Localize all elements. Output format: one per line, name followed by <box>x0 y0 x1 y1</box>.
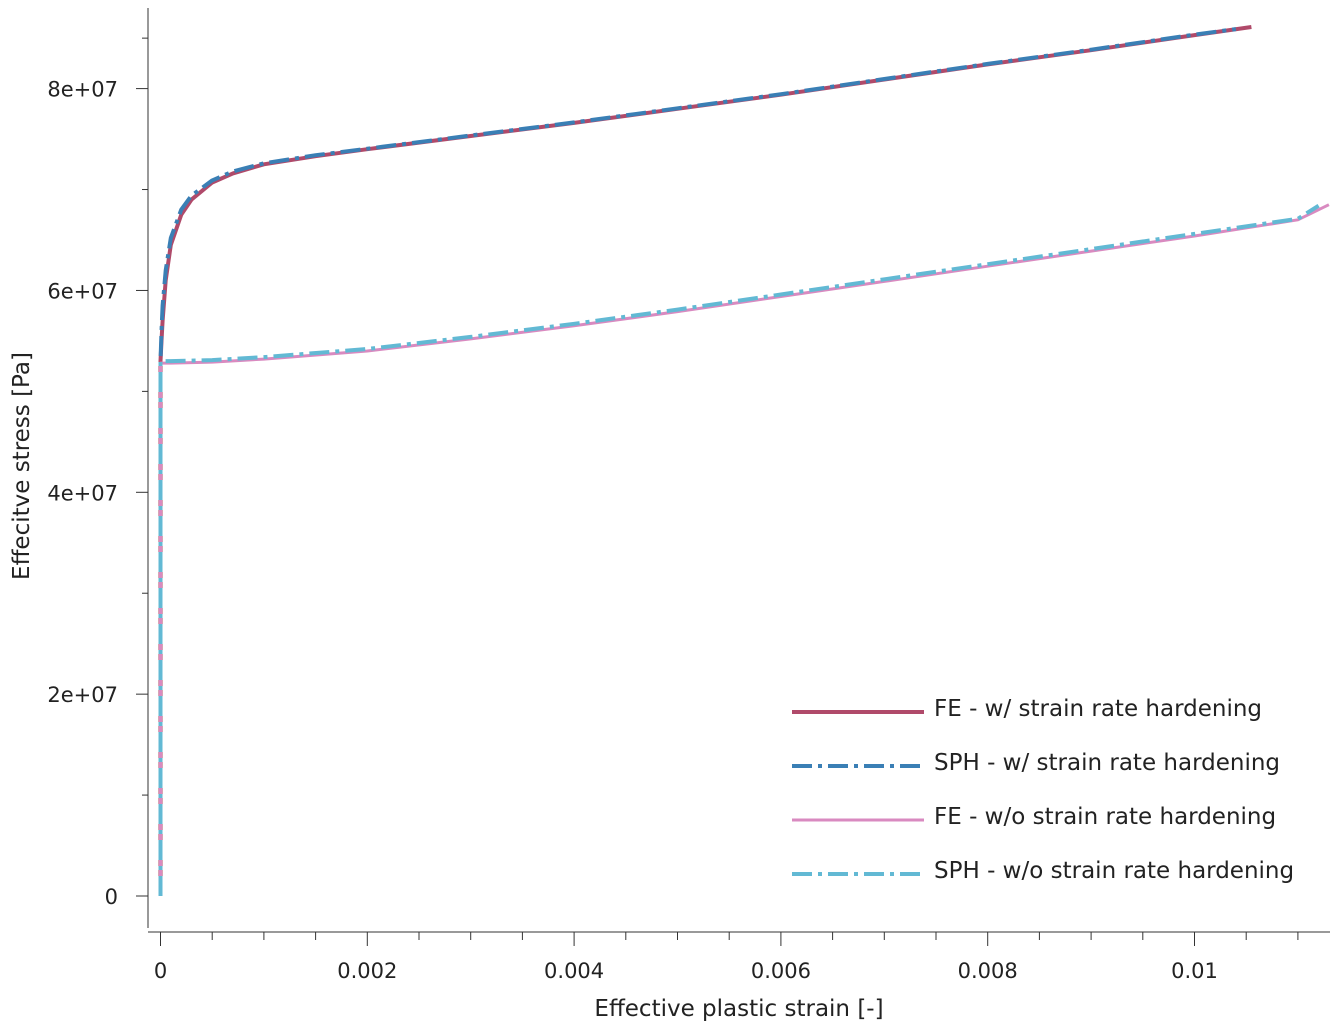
x-tick-label: 0.002 <box>337 959 397 983</box>
x-tick-label: 0.01 <box>1171 959 1218 983</box>
series-lines <box>158 25 1330 896</box>
x-axis-title: Effective plastic strain [-] <box>594 996 883 1022</box>
y-tick-label: 2e+07 <box>47 683 118 707</box>
legend-label: SPH - w/ strain rate hardening <box>934 750 1280 776</box>
y-axis: 0 2e+07 4e+07 6e+07 8e+07 Effecitve stress [… <box>9 8 149 928</box>
y-tick-label: 4e+07 <box>47 481 118 505</box>
y-tick-label: 8e+07 <box>47 78 118 102</box>
series-line-4 <box>158 204 1320 896</box>
series-line-3 <box>159 203 1330 896</box>
y-axis-title: Effecitve stress [Pa] <box>9 352 35 580</box>
legend-label: FE - w/ strain rate hardening <box>934 696 1262 722</box>
x-tick-label: 0.006 <box>751 959 811 983</box>
legend: FE - w/ strain rate hardening SPH - w/ st… <box>792 696 1294 884</box>
y-tick-label: 0 <box>105 885 118 909</box>
x-tick-label: 0.008 <box>958 959 1018 983</box>
legend-label: FE - w/o strain rate hardening <box>934 804 1276 830</box>
x-ticks: 0 0.002 0.004 0.006 0.008 0.01 <box>154 932 1299 983</box>
x-axis: 0 0.002 0.004 0.006 0.008 0.01 Effective plas… <box>148 931 1330 1022</box>
x-tick-label: 0.004 <box>544 959 604 983</box>
x-tick-label: 0 <box>154 959 167 983</box>
y-tick-label: 6e+07 <box>47 279 118 303</box>
y-ticks: 0 2e+07 4e+07 6e+07 8e+07 <box>47 37 148 909</box>
legend-label: SPH - w/o strain rate hardening <box>934 858 1294 884</box>
plot-area <box>158 25 1330 896</box>
